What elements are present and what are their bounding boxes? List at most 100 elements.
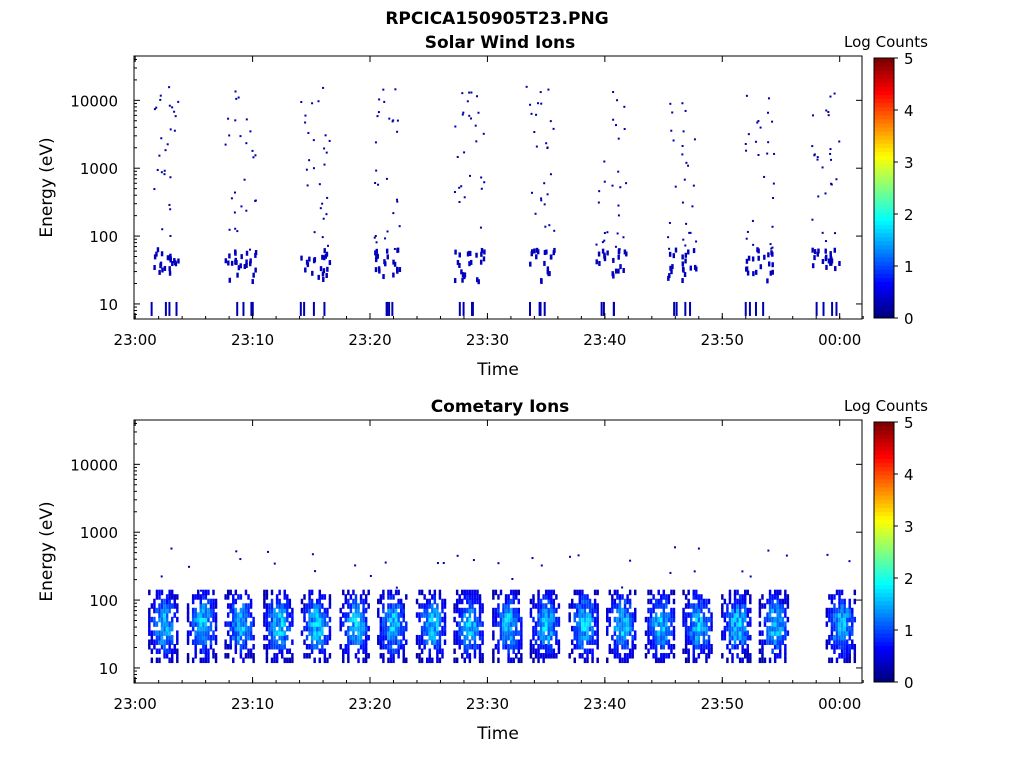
heatmap-cell [537, 598, 540, 605]
heatmap-cell [251, 279, 254, 285]
heatmap-cell [177, 100, 180, 103]
heatmap-cell [749, 657, 752, 664]
heatmap-cell [662, 639, 666, 645]
heatmap-cell [386, 230, 389, 233]
heatmap-cell [626, 607, 629, 614]
heatmap-cell [420, 648, 424, 655]
colorbar-swatch [874, 450, 894, 455]
heatmap-cell [583, 625, 587, 632]
heatmap-cell [509, 612, 513, 618]
heatmap-cell [843, 639, 846, 645]
heatmap-cell [697, 643, 701, 650]
heatmap-cell [263, 616, 266, 623]
heatmap-cell [159, 94, 162, 97]
heatmap-cell [568, 653, 571, 659]
heatmap-cell [662, 630, 666, 636]
heatmap-cell [743, 612, 747, 618]
heatmap-cell [165, 639, 169, 645]
heatmap-cell [395, 266, 399, 272]
heatmap-cell [623, 653, 627, 659]
heatmap-cell [611, 598, 614, 605]
heatmap-cell [170, 648, 174, 655]
heatmap-cell [534, 212, 537, 215]
heatmap-cell [468, 603, 472, 609]
heatmap-cell [463, 151, 466, 154]
colorbar-swatch [874, 305, 894, 311]
heatmap-cell [544, 616, 548, 623]
heatmap-cell [705, 598, 708, 605]
colorbar-swatch [874, 102, 894, 108]
heatmap-cell [741, 612, 744, 618]
heatmap-cell [369, 574, 372, 577]
heatmap-cell [244, 616, 248, 623]
heatmap-cell [768, 607, 772, 614]
heatmap-cell [535, 145, 538, 148]
heatmap-cell [692, 184, 695, 187]
heatmap-cell [265, 648, 269, 655]
heatmap-cell [352, 621, 355, 627]
heatmap-cell [848, 634, 851, 641]
heatmap-cell [209, 598, 213, 605]
heatmap-cell [461, 277, 464, 283]
heatmap-cell [305, 643, 309, 650]
heatmap-cell [583, 648, 587, 655]
heatmap-cell [420, 625, 424, 632]
heatmap-cell [723, 634, 727, 641]
heatmap-cell [359, 616, 363, 623]
heatmap-cell [830, 625, 834, 632]
heatmap-cell [743, 634, 747, 641]
heatmap-cell [392, 657, 395, 664]
heatmap-cell [731, 603, 734, 609]
heatmap-cell [616, 99, 619, 102]
heatmap-cell [438, 639, 442, 645]
heatmap-cell [682, 621, 685, 627]
heatmap-cell [387, 657, 390, 664]
heatmap-cell [468, 250, 472, 256]
heatmap-cell [265, 634, 269, 641]
heatmap-cell [249, 130, 252, 133]
heatmap-cell [517, 607, 521, 614]
heatmap-cell [695, 630, 698, 636]
heatmap-cell [155, 657, 159, 664]
heatmap-cell [596, 607, 599, 614]
heatmap-cell [771, 630, 774, 636]
heatmap-cell [654, 634, 658, 641]
heatmap-cell [573, 657, 576, 664]
heatmap-cell [606, 657, 609, 664]
heatmap-cell [573, 589, 576, 596]
heatmap-cell [318, 603, 321, 609]
heatmap-cell [379, 643, 383, 650]
heatmap-cell [266, 550, 269, 553]
heatmap-cell [621, 630, 624, 636]
heatmap-cell [746, 648, 749, 655]
heatmap-cell [733, 594, 737, 600]
heatmap-cell [392, 616, 395, 623]
colorbar-swatch [874, 661, 894, 667]
heatmap-cell [170, 589, 174, 596]
heatmap-cell [153, 630, 156, 636]
colorbar-swatch [874, 90, 894, 96]
colorbar-swatch [874, 633, 894, 638]
heatmap-cell [474, 124, 477, 127]
heatmap-cell [684, 648, 688, 655]
heatmap-cell [476, 95, 479, 98]
heatmap-cell [280, 616, 284, 623]
heatmap-cell [155, 589, 159, 596]
heatmap-cell [443, 630, 447, 636]
heatmap-cell [621, 643, 624, 650]
heatmap-cell [634, 634, 637, 641]
heatmap-cell [546, 266, 550, 272]
heatmap-cell [596, 625, 599, 632]
heatmap-cell [189, 621, 192, 627]
heatmap-cell [423, 625, 426, 632]
heatmap-cell [174, 115, 177, 118]
heatmap-cell [321, 639, 324, 645]
heatmap-cell [339, 625, 342, 632]
heatmap-cell [397, 639, 400, 645]
heatmap-cell [480, 251, 483, 257]
heatmap-cell [731, 653, 734, 659]
heatmap-cell [543, 203, 546, 206]
heatmap-cell [628, 621, 632, 627]
heatmap-cell [226, 612, 230, 618]
heatmap-cell [212, 616, 215, 623]
